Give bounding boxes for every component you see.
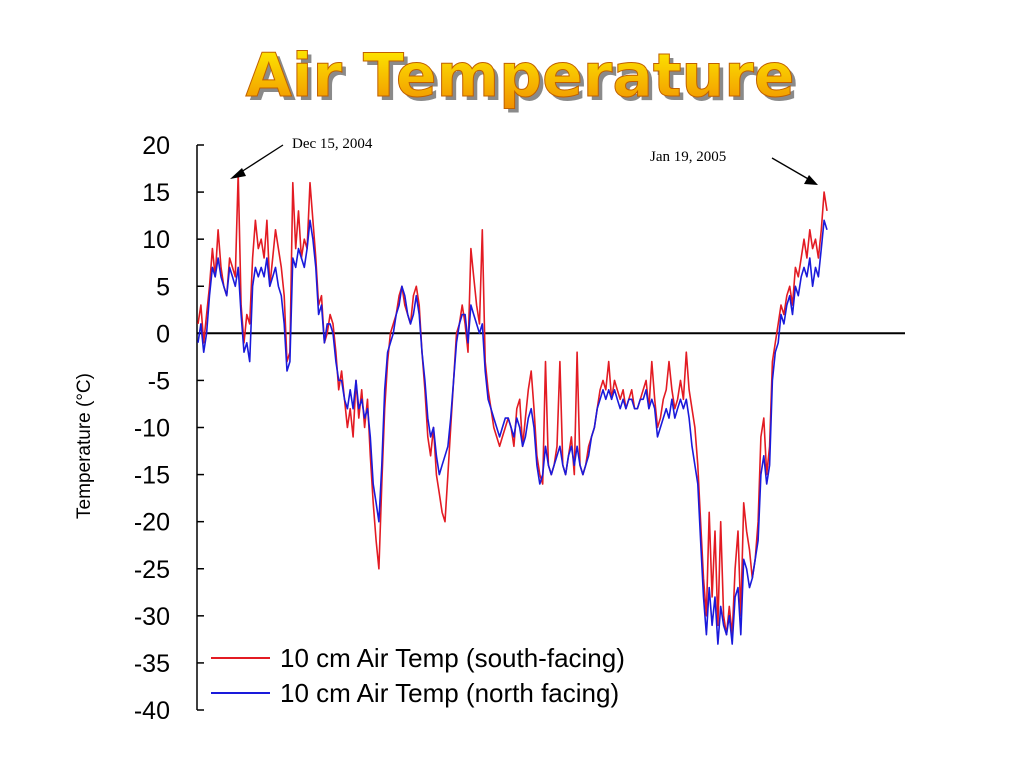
annotation-start: Dec 15, 2004: [230, 136, 373, 179]
legend-label-north: 10 cm Air Temp (north facing): [280, 678, 619, 708]
y-tick-label: -30: [134, 603, 170, 631]
annotation-end-label: Jan 19, 2005: [650, 149, 726, 165]
annotation-start-label: Dec 15, 2004: [292, 136, 373, 152]
y-tick-label: -5: [148, 367, 170, 395]
annotation-start-arrowhead: [230, 168, 246, 179]
legend: 10 cm Air Temp (south-facing) 10 cm Air …: [211, 643, 625, 708]
y-tick-label: 5: [156, 273, 170, 301]
legend-item-south: 10 cm Air Temp (south-facing): [211, 643, 625, 673]
series-layer: [197, 172, 828, 645]
annotation-end-arrowhead: [804, 175, 818, 185]
y-axis-label: Temperature (°C): [74, 373, 95, 519]
y-tick-label: 10: [142, 226, 170, 254]
y-tick-label: 20: [142, 132, 170, 160]
y-tick-label: 15: [142, 179, 170, 207]
legend-item-north: 10 cm Air Temp (north facing): [211, 678, 619, 708]
y-tick-label: -35: [134, 650, 170, 678]
legend-label-south: 10 cm Air Temp (south-facing): [280, 643, 625, 673]
slide-title-shadow: Air Temperature: [249, 45, 798, 115]
series-line-north: [197, 219, 828, 645]
annotation-start-arrow: [237, 144, 284, 175]
annotation-end-arrow: [771, 157, 811, 181]
annotation-end: Jan 19, 2005: [650, 149, 818, 185]
series-line-south: [197, 172, 828, 636]
y-ticks: 20 15 10 5 0 -5 -10 -15 -20 -25 -30 -35 -40: [134, 132, 204, 725]
y-tick-label: -15: [134, 462, 170, 490]
y-tick-label: -20: [134, 509, 170, 537]
slide-title: Air Temperature: [245, 41, 794, 111]
y-tick-label: 0: [156, 320, 170, 348]
y-tick-label: -10: [134, 415, 170, 443]
chart-plot-area: 20 15 10 5 0 -5 -10 -15 -20 -25 -30 -35 -40: [134, 132, 905, 725]
y-tick-label: -25: [134, 556, 170, 584]
y-tick-label: -40: [134, 697, 170, 725]
